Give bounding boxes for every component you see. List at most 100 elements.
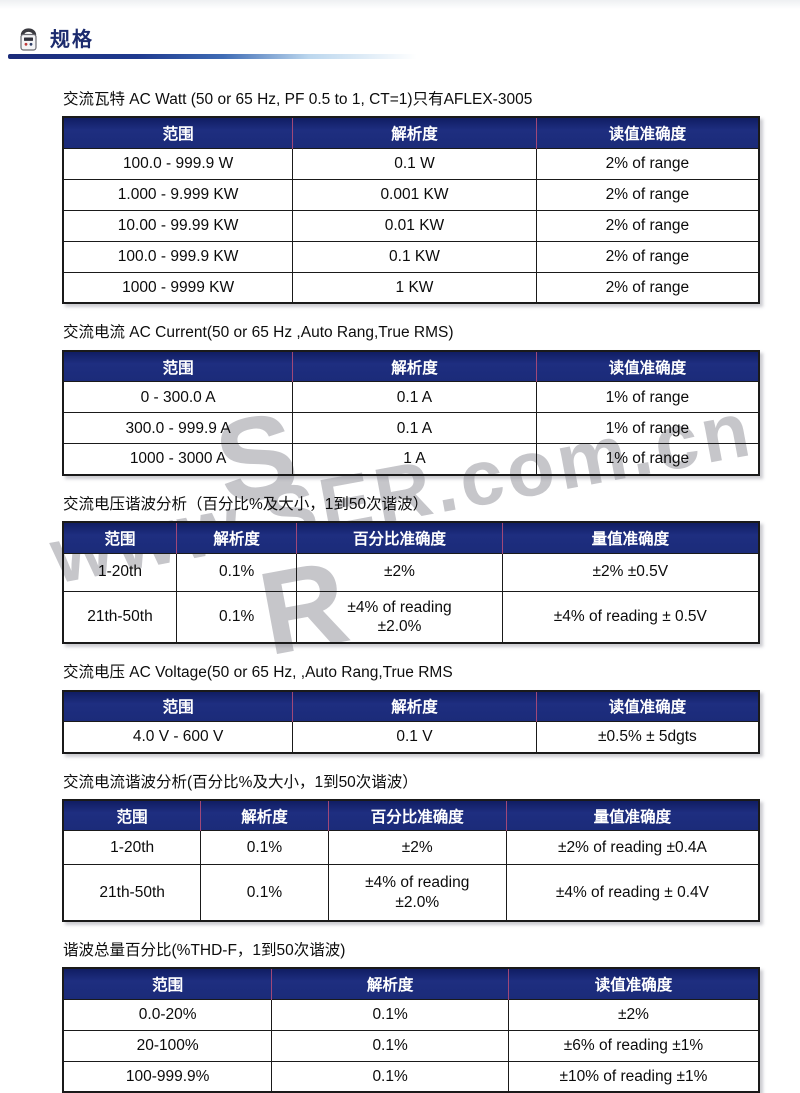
table-header-row: 范围 解析度 读值准确度 [63, 350, 759, 382]
table-row: 1-20th 0.1% ±2% ±2% ±0.5V [62, 552, 760, 592]
table-cell: 1-20th [62, 830, 202, 866]
column-header: 范围 [63, 799, 201, 831]
spec-sections: 交流瓦特 AC Watt (50 or 65 Hz, PF 0.5 to 1, … [62, 90, 760, 1093]
column-header: 范围 [63, 350, 293, 382]
table-cell: 100-999.9% [62, 1060, 273, 1093]
table-row: 1000 - 9999 KW 1 KW 2% of range [62, 271, 760, 304]
table-header-row: 范围 解析度 读值准确度 [63, 117, 759, 149]
table-header-row: 范围 解析度 读值准确度 [63, 968, 759, 1000]
section-ac-watt: 交流瓦特 AC Watt (50 or 65 Hz, PF 0.5 to 1, … [62, 90, 760, 305]
table-cell: ±2% [296, 552, 503, 592]
column-header: 读值准确度 [507, 968, 759, 1000]
table-cell: 2% of range [535, 271, 760, 304]
table-cell: 4.0 V - 600 V [62, 721, 294, 753]
section-title: 交流电流 AC Current(50 or 65 Hz ,Auto Rang,T… [63, 324, 454, 342]
column-header: 百分比准确度 [296, 522, 503, 554]
section-title: 交流电流谐波分析(百分比%及大小，1到50次谐波） [63, 773, 418, 791]
table-cell: 2% of range [535, 178, 760, 211]
table-cell: 0.1% [271, 998, 509, 1031]
table-cell: 1000 - 3000 A [62, 443, 294, 476]
table-cell: ±4% of reading ± 0.4V [505, 864, 760, 922]
table-cell: ±10% of reading ±1% [507, 1060, 760, 1093]
column-header: 解析度 [292, 117, 537, 149]
table-header-row: 范围 解析度 百分比准确度 量值准确度 [63, 522, 759, 554]
column-header: 解析度 [200, 799, 329, 831]
column-header: 解析度 [271, 968, 509, 1000]
column-header: 百分比准确度 [327, 799, 507, 831]
table-header-row: 范围 解析度 百分比准确度 量值准确度 [63, 799, 759, 831]
table-cell: 0.0-20% [62, 998, 273, 1031]
table-cell: 0.1 KW [292, 240, 537, 273]
column-header: 读值准确度 [535, 350, 759, 382]
table-cell: 21th-50th [62, 590, 177, 644]
table-cell: 0.1% [175, 590, 298, 644]
spec-table-ac-voltage-harmonics: 范围 解析度 百分比准确度 量值准确度 1-20th 0.1% ±2% ±2% ±0.5V 21… [62, 521, 760, 645]
table-cell: 1 KW [292, 271, 537, 304]
page-top-edge [0, 0, 800, 9]
table-cell: 300.0 - 999.9 A [62, 412, 294, 445]
column-header: 量值准确度 [501, 522, 759, 554]
table-cell: ±4% of reading ±2.0% [327, 864, 507, 922]
column-header: 量值准确度 [505, 799, 759, 831]
table-cell: 0.1% [175, 552, 298, 592]
table-cell: 0.1 A [292, 381, 537, 414]
section-title: 交流电压谐波分析（百分比%及大小，1到50次谐波） [63, 495, 429, 513]
clamp-meter-logo-icon [18, 24, 39, 51]
table-row: 0 - 300.0 A 0.1 A 1% of range [62, 381, 760, 414]
table-row: 10.00 - 99.99 KW 0.01 KW 2% of range [62, 209, 760, 242]
table-row: 21th-50th 0.1% ±4% of reading ±2.0% ±4% of … [62, 590, 760, 644]
table-cell: 0.001 KW [292, 178, 537, 211]
table-cell: 0.1 W [292, 147, 537, 180]
table-cell: 10.00 - 99.99 KW [62, 209, 294, 242]
table-cell: 2% of range [535, 240, 760, 273]
table-cell: 0.1% [200, 864, 329, 922]
table-row: 1-20th 0.1% ±2% ±2% of reading ±0.4A [62, 830, 760, 866]
column-header: 范围 [63, 968, 272, 1000]
table-header-row: 范围 解析度 读值准确度 [63, 690, 759, 722]
column-header: 读值准确度 [535, 690, 759, 722]
table-cell: 0 - 300.0 A [62, 381, 294, 414]
column-header: 解析度 [175, 522, 297, 554]
spec-table-ac-voltage: 范围 解析度 读值准确度 4.0 V - 600 V 0.1 V ±0.5% ± 5dgt… [62, 689, 760, 754]
section-ac-current-harmonics: 交流电流谐波分析(百分比%及大小，1到50次谐波） 范围 解析度 百分比准确度 量值准… [62, 773, 760, 922]
table-cell: ±2% of reading ±0.4A [505, 830, 760, 866]
table-cell: 100.0 - 999.9 KW [62, 240, 294, 273]
table-cell: 0.1% [200, 830, 329, 866]
column-header: 范围 [63, 522, 177, 554]
table-cell: 0.01 KW [292, 209, 537, 242]
section-title: 交流瓦特 AC Watt (50 or 65 Hz, PF 0.5 to 1, … [63, 91, 533, 108]
table-cell: 1% of range [535, 443, 760, 476]
table-cell: ±2% ±0.5V [501, 552, 760, 592]
brand-row: 规格 [18, 24, 800, 51]
column-header: 解析度 [292, 350, 537, 382]
table-row: 0.0-20% 0.1% ±2% [62, 998, 760, 1031]
section-ac-current: 交流电流 AC Current(50 or 65 Hz ,Auto Rang,T… [62, 323, 760, 476]
table-cell: 0.1% [271, 1029, 509, 1062]
column-header: 读值准确度 [535, 117, 759, 149]
table-cell: ±0.5% ± 5dgts [535, 721, 760, 753]
table-cell: ±4% of reading ±2.0% [296, 590, 503, 644]
table-cell: 0.1 V [292, 721, 537, 753]
spec-table-ac-current: 范围 解析度 读值准确度 0 - 300.0 A 0.1 A 1% of range 300… [62, 349, 760, 476]
table-cell: 1% of range [535, 412, 760, 445]
section-thd-percentage: 谐波总量百分比(%THD-F，1到50次谐波) 范围 解析度 读值准确度 0.0-20… [62, 941, 760, 1093]
table-cell: ±4% of reading ± 0.5V [501, 590, 760, 644]
section-ac-voltage-harmonics: 交流电压谐波分析（百分比%及大小，1到50次谐波） 范围 解析度 百分比准确度 量值准… [62, 495, 760, 645]
table-row: 1.000 - 9.999 KW 0.001 KW 2% of range [62, 178, 760, 211]
table-cell: 2% of range [535, 147, 760, 180]
column-header: 解析度 [292, 690, 537, 722]
table-row: 100.0 - 999.9 KW 0.1 KW 2% of range [62, 240, 760, 273]
spec-table-ac-current-harmonics: 范围 解析度 百分比准确度 量值准确度 1-20th 0.1% ±2% ±2% of read… [62, 798, 760, 922]
table-cell: 0.1% [271, 1060, 509, 1093]
table-cell: 2% of range [535, 209, 760, 242]
table-row: 4.0 V - 600 V 0.1 V ±0.5% ± 5dgts [62, 721, 760, 753]
table-cell: 1000 - 9999 KW [62, 271, 294, 304]
table-cell: 21th-50th [62, 864, 202, 922]
table-cell: ±2% [507, 998, 760, 1031]
header-divider [8, 54, 438, 59]
section-title: 交流电压 AC Voltage(50 or 65 Hz, ,Auto Rang,… [63, 664, 453, 682]
column-header: 范围 [63, 117, 293, 149]
spec-table-thd-percentage: 范围 解析度 读值准确度 0.0-20% 0.1% ±2% 20-100% 0.1% ±6% o… [62, 967, 760, 1093]
spec-table-ac-watt: 范围 解析度 读值准确度 100.0 - 999.9 W 0.1 W 2% of rang… [62, 116, 760, 305]
